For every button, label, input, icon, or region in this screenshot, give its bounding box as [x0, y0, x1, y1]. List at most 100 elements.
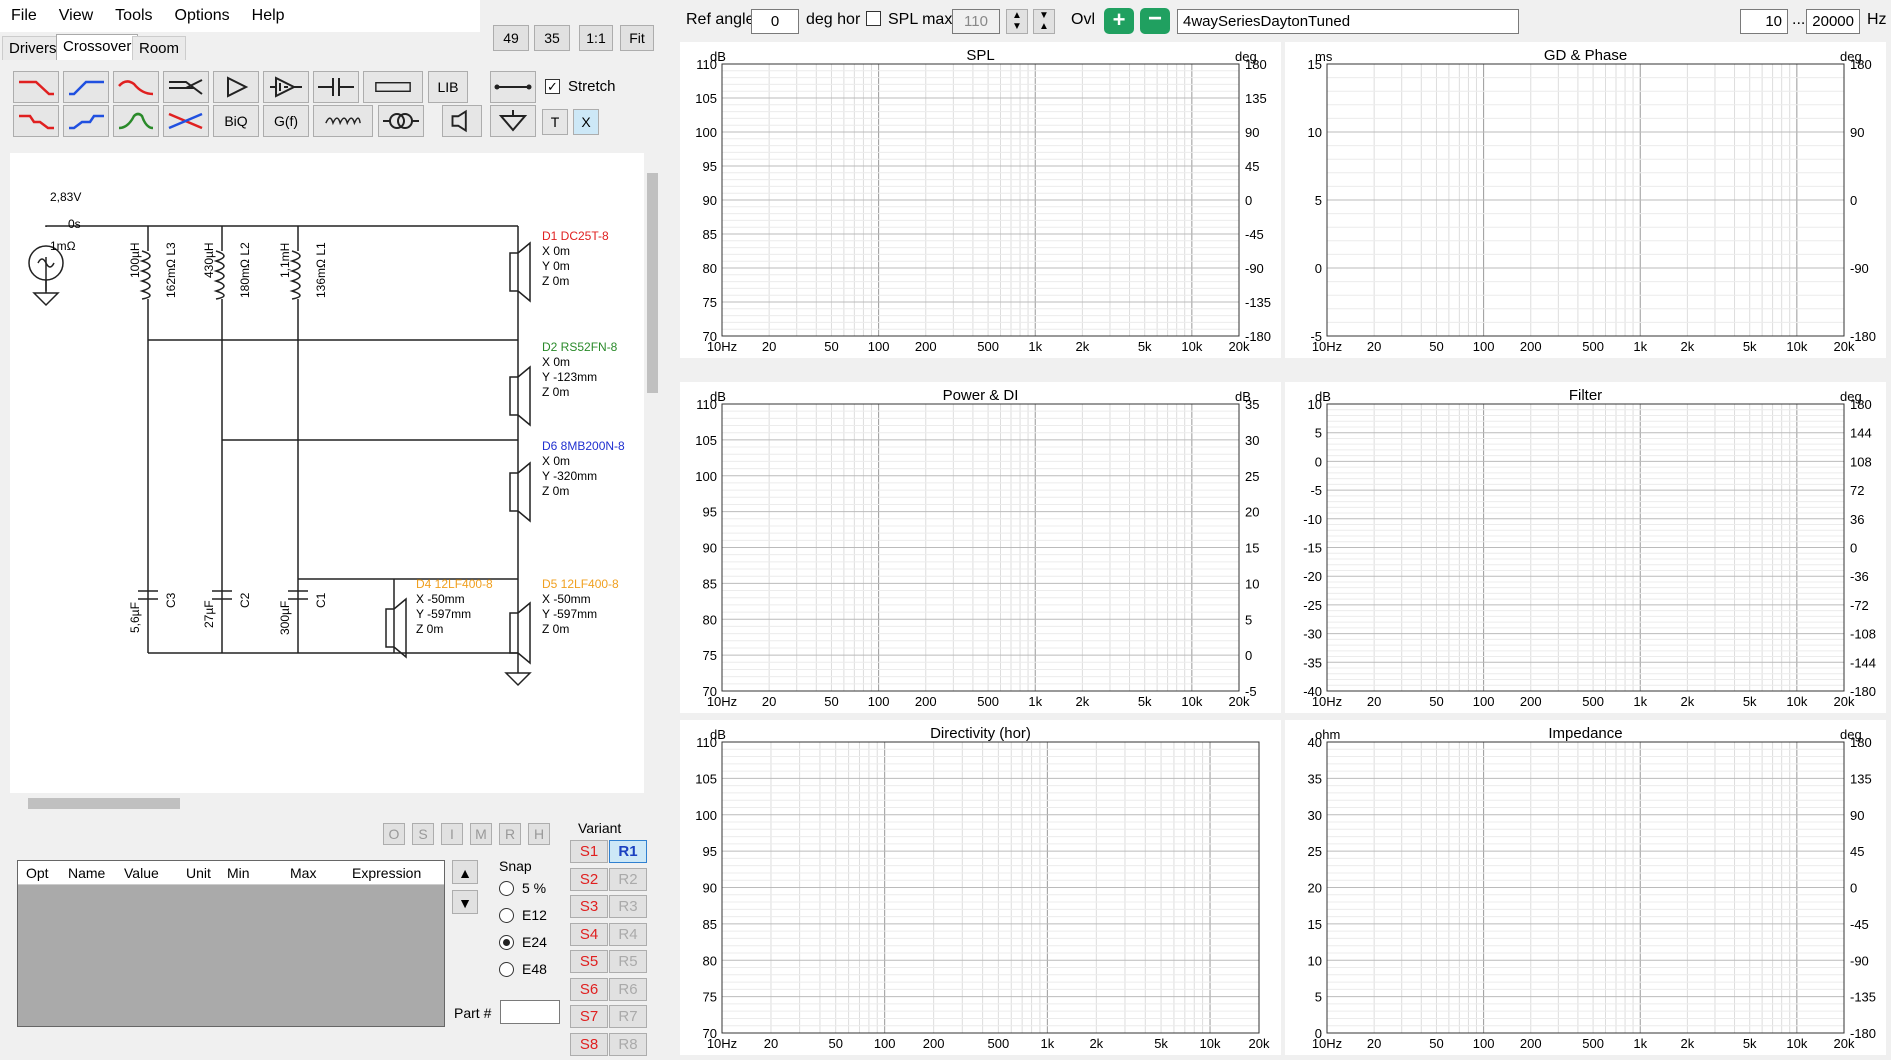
variant-r3-button[interactable]: R3 — [609, 895, 647, 918]
opt-o-button[interactable]: O — [383, 823, 405, 845]
filter-chart[interactable]: Filter 10 5 0 -5 -10 -15 -20 -25 -30 -35 -40 180 144 1… — [1285, 382, 1886, 713]
gd-phase-chart[interactable]: GD & Phase 15 10 5 0 -5 180 90 0 -90 -180 10Hz 20 50 1… — [1285, 42, 1886, 358]
ref-angle-input[interactable]: 0 — [751, 9, 799, 34]
opt-m-button[interactable]: M — [470, 823, 492, 845]
project-name-input[interactable]: 4waySeriesDaytonTuned — [1177, 9, 1519, 34]
zoom-35-button[interactable]: 35 — [534, 25, 570, 51]
variant-s6-button[interactable]: S6 — [570, 977, 608, 1001]
delete-tool[interactable]: X — [573, 109, 599, 135]
biquad-tool[interactable]: BiQ — [213, 105, 259, 137]
spl-chart[interactable]: SPL 110 105 100 95 90 85 80 75 70 180 135 90 45 0 -45 -9… — [680, 42, 1281, 358]
vscroll-thumb[interactable] — [647, 173, 658, 393]
driver-d2-label[interactable]: D2 RS52FN-8 X 0m Y -123mm Z 0m — [542, 340, 617, 400]
schematic-hscroll[interactable] — [10, 795, 650, 812]
wire-tool[interactable] — [490, 71, 536, 103]
buffer-tool[interactable] — [263, 71, 309, 103]
driver-d5-label[interactable]: D5 12LF400-8 X -50mm Y -597mm Z 0m — [542, 577, 619, 637]
zoom-49-button[interactable]: 49 — [493, 25, 529, 51]
opt-s-button[interactable]: S — [412, 823, 434, 845]
part-number-input[interactable] — [500, 1000, 560, 1024]
tab-room[interactable]: Room — [132, 36, 187, 60]
overlay-add-button[interactable]: + — [1104, 8, 1134, 34]
col-opt: Opt — [26, 865, 49, 881]
bandpass-tool[interactable] — [113, 105, 159, 137]
driver-d6-label[interactable]: D6 8MB200N-8 X 0m Y -320mm Z 0m — [542, 439, 625, 499]
inductor-l1-value[interactable]: 1,1mH — [278, 242, 292, 278]
move-up-button[interactable]: ▲ — [452, 860, 478, 884]
parameter-table[interactable]: Opt Name Value Unit Min Max Expression — [17, 860, 445, 1027]
inductor-l3-value[interactable]: 100µH — [128, 242, 142, 278]
library-button[interactable]: LIB — [428, 71, 468, 103]
variant-s3-button[interactable]: S3 — [570, 895, 608, 918]
spl-reset-button[interactable]: ▼ ▲ — [1033, 9, 1055, 34]
resistor-tool[interactable] — [363, 71, 423, 103]
lowpass-tool[interactable] — [13, 71, 59, 103]
variant-r6-button[interactable]: R6 — [609, 977, 647, 1001]
variant-r8-button[interactable]: R8 — [609, 1032, 647, 1056]
inductor-tool[interactable] — [313, 105, 373, 137]
freq-min-input[interactable]: 10 — [1740, 9, 1788, 34]
overlay-remove-button[interactable]: − — [1140, 7, 1170, 34]
menu-file[interactable]: File — [11, 7, 37, 24]
snap-e24-radio[interactable] — [499, 935, 514, 950]
transformer-tool[interactable] — [378, 105, 424, 137]
variant-s5-button[interactable]: S5 — [570, 950, 608, 973]
notch-tool[interactable] — [163, 105, 209, 137]
opt-h-button[interactable]: H — [528, 823, 550, 845]
snap-e48-radio[interactable] — [499, 962, 514, 977]
spl-max-checkbox[interactable] — [866, 11, 881, 26]
opt-r-button[interactable]: R — [499, 823, 521, 845]
directivity-chart[interactable]: Directivity (hor) 110 105 100 95 90 85 80 75 70 10… — [680, 720, 1281, 1055]
tab-drivers[interactable]: Drivers — [2, 36, 64, 60]
variant-s4-button[interactable]: S4 — [570, 922, 608, 946]
variant-r5-button[interactable]: R5 — [609, 950, 647, 973]
spl-max-input[interactable]: 110 — [952, 9, 1000, 34]
zoom-fit-button[interactable]: Fit — [620, 25, 654, 51]
variant-r1-button[interactable]: R1 — [609, 840, 647, 863]
menu-help[interactable]: Help — [251, 7, 285, 24]
capacitor-c1-value[interactable]: 300µF — [278, 600, 292, 635]
driver-d1-label[interactable]: D1 DC25T-8 X 0m Y 0m Z 0m — [542, 229, 609, 289]
variant-s8-button[interactable]: S8 — [570, 1032, 608, 1056]
crossover-tool[interactable] — [163, 71, 209, 103]
gf-tool[interactable]: G(f) — [263, 105, 309, 137]
menu-tools[interactable]: Tools — [115, 7, 153, 24]
hscroll-thumb[interactable] — [28, 798, 180, 809]
variant-r4-button[interactable]: R4 — [609, 922, 647, 946]
lowpass-curve-tool[interactable] — [113, 71, 159, 103]
freq-max-input[interactable]: 20000 — [1806, 9, 1860, 34]
impedance-chart[interactable]: Impedance 40 35 30 25 20 15 10 5 0 180 135 90 45 0 -45-… — [1285, 720, 1886, 1055]
stretch-checkbox[interactable]: ✓ — [545, 79, 560, 94]
variant-r7-button[interactable]: R7 — [609, 1005, 647, 1028]
schematic-vscroll[interactable] — [644, 153, 661, 793]
snap-e12-radio[interactable] — [499, 908, 514, 923]
variant-s1-button[interactable]: S1 — [570, 840, 608, 863]
schematic-canvas[interactable]: 2,83V 0s 1mΩ 100µH 162mΩ L3 430µH 180mΩ … — [10, 153, 660, 793]
power-di-chart[interactable]: Power & DI 110 105 100 95 90 85 80 75 70 35 30 25 20 1… — [680, 382, 1281, 713]
highpass-step-tool[interactable] — [63, 105, 109, 137]
tab-crossover[interactable]: Crossover — [56, 34, 139, 60]
capacitor-c2-value[interactable]: 27µF — [202, 600, 216, 628]
variant-s7-button[interactable]: S7 — [570, 1005, 608, 1028]
menu-view[interactable]: View — [58, 7, 94, 24]
inductor-l2-value[interactable]: 430µH — [202, 242, 216, 278]
variant-r2-button[interactable]: R2 — [609, 867, 647, 891]
move-down-button[interactable]: ▼ — [452, 890, 478, 914]
amplifier-tool[interactable] — [213, 71, 259, 103]
speaker-tool[interactable] — [442, 105, 482, 137]
spl-spinner[interactable]: ▲ ▼ — [1006, 9, 1028, 34]
capacitor-c3-value[interactable]: 5,6µF — [128, 602, 142, 633]
parameter-table-header: Opt Name Value Unit Min Max Expression — [18, 861, 444, 885]
opt-i-button[interactable]: I — [441, 823, 463, 845]
text-tool[interactable]: T — [542, 109, 568, 135]
menu-options[interactable]: Options — [174, 7, 230, 24]
source-voltage[interactable]: 2,83V — [50, 190, 82, 204]
highpass-tool[interactable] — [63, 71, 109, 103]
ground-tool[interactable] — [490, 105, 536, 137]
variant-s2-button[interactable]: S2 — [570, 867, 608, 891]
lowpass-notch-tool[interactable] — [13, 105, 59, 137]
capacitor-tool[interactable] — [313, 71, 359, 103]
snap-5pct-radio[interactable] — [499, 881, 514, 896]
zoom-1to1-button[interactable]: 1:1 — [579, 25, 613, 51]
driver-d4-label[interactable]: D4 12LF400-8 X -50mm Y -597mm Z 0m — [416, 577, 493, 637]
